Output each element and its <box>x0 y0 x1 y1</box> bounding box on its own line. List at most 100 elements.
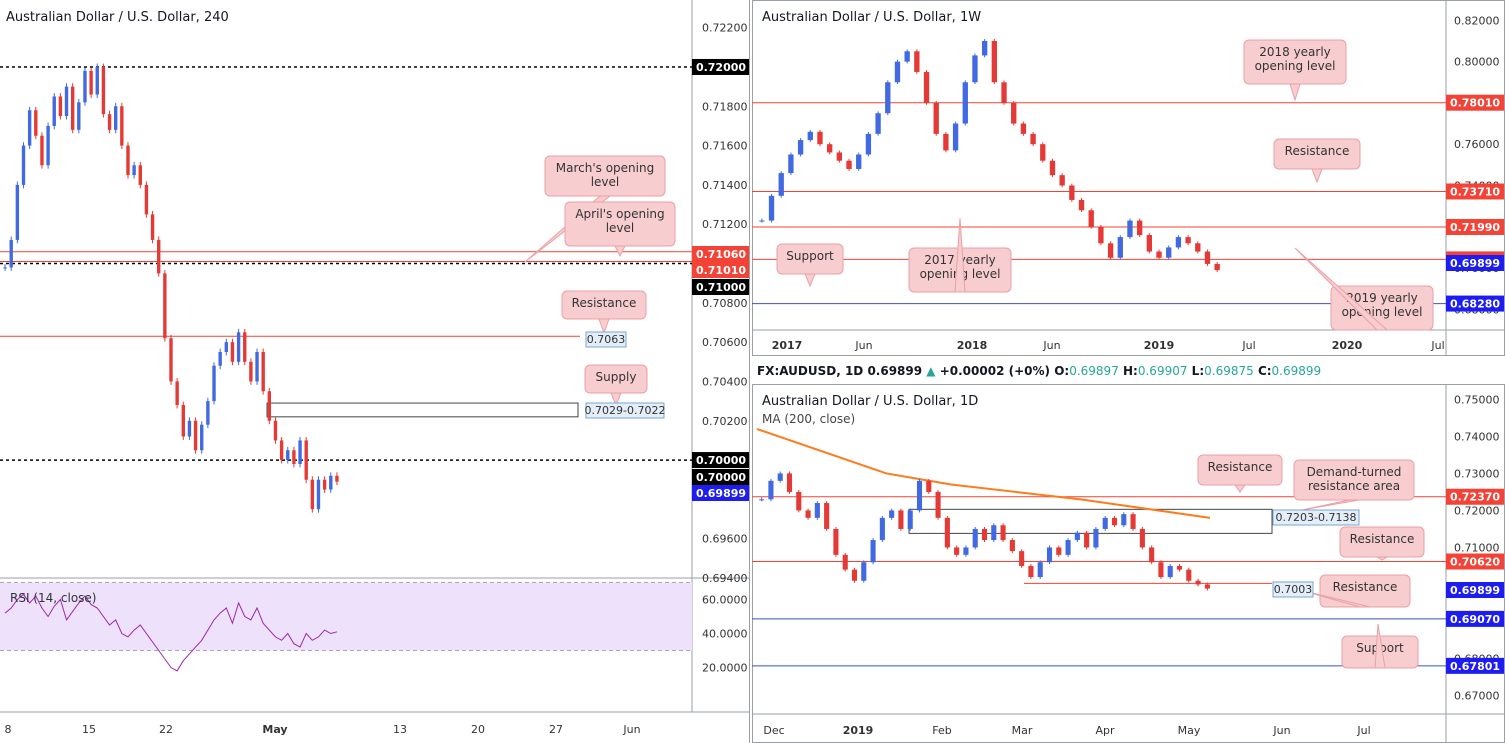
h4-candle <box>52 96 56 126</box>
h4-candle <box>126 145 130 176</box>
h4-candle <box>144 184 149 215</box>
high-value: 0.69907 <box>1137 364 1188 378</box>
w1-callout-support-pointer <box>804 273 816 288</box>
h4-candle <box>34 110 38 136</box>
d1-candle <box>963 547 969 555</box>
d1-box-zone: 0.7203-0.7138 <box>1276 511 1357 524</box>
w1-callout-resistance: Resistance <box>1285 144 1350 158</box>
h4-box-7063-bg <box>585 331 627 348</box>
open-value: 0.69897 <box>1069 364 1119 378</box>
h4-candle <box>150 214 155 240</box>
h4-candle <box>21 145 26 185</box>
w1-chart-title: Australian Dollar / U.S. Dollar, 1W <box>762 10 982 25</box>
h4-callout-april: April's opening <box>575 207 664 221</box>
h4-chart-title: Australian Dollar / U.S. Dollar, 240 <box>6 10 229 25</box>
d1-callout-demand: resistance area <box>1308 479 1400 493</box>
w1-callout-resistance-pointer <box>1311 168 1323 184</box>
d1-candle <box>1093 528 1099 548</box>
w1-candle <box>1001 82 1007 103</box>
h4-candle <box>114 106 118 130</box>
h4-time-tick: 22 <box>159 723 173 736</box>
h4-price-tick: 0.71800 <box>702 100 748 113</box>
w1-candle <box>768 195 775 221</box>
last-price: 0.69899 <box>867 364 923 378</box>
w1-candle <box>1098 226 1104 244</box>
h4-price-tag-bg <box>692 485 749 501</box>
h4-candle <box>224 342 228 352</box>
w1-callout-2019-pointer <box>1294 247 1389 331</box>
w1-price-tag: 0.68280 <box>1450 298 1500 311</box>
d1-time-tick: Dec <box>763 724 784 737</box>
high-label: H: <box>1123 364 1138 378</box>
d1-candle <box>916 480 923 511</box>
h4-price-tag: 0.72000 <box>696 61 746 74</box>
symbol-name: FX:AUDUSD, 1D <box>757 364 864 378</box>
d1-candle <box>1000 525 1006 541</box>
h4-candle <box>83 70 87 103</box>
w1-candle <box>1214 263 1220 271</box>
w1-candle <box>1078 199 1085 211</box>
d1-candle <box>1121 514 1127 526</box>
h4-candle <box>175 381 179 406</box>
h4-candle <box>243 332 247 362</box>
d1-candle <box>1139 528 1145 548</box>
symbol-info-bar: FX:AUDUSD, 1D 0.69899 ▲ +0.00002 (+0%) O… <box>752 356 1505 386</box>
close-value: 0.69899 <box>1271 364 1322 378</box>
h4-time-tick: Jun <box>622 723 640 736</box>
h4-price-tick: 0.70400 <box>702 375 748 388</box>
h4-chart-canvas[interactable]: 0.72200 0.71800 0.71600 0.71400 0.71200 0.708… <box>0 0 749 743</box>
h4-price-tag: 0.69899 <box>696 487 746 500</box>
w1-chart-canvas[interactable]: 0.820000.800000.760000.740000.720000.700… <box>752 0 1505 356</box>
h4-candle <box>292 450 296 464</box>
w1-time-tick: Jun <box>854 339 872 352</box>
up-arrow-icon: ▲ <box>926 364 936 378</box>
d1-callout-demand-pointer <box>1301 499 1360 511</box>
w1-candle <box>1136 220 1143 236</box>
h4-candle <box>3 267 7 269</box>
open-label: O: <box>1054 364 1070 378</box>
h4-candle <box>181 405 185 437</box>
d1-candle <box>1084 532 1090 548</box>
w1-candle <box>1059 175 1065 186</box>
h4-time-tick: 27 <box>549 723 563 736</box>
h4-callout-resistance-pointer <box>598 318 610 335</box>
w1-time-tick: Jun <box>1042 339 1060 352</box>
d1-chart-canvas[interactable]: 0.750000.740000.730000.720000.710000.680… <box>752 384 1505 743</box>
h4-price-tick: 0.70800 <box>702 297 748 310</box>
d1-ma200-line <box>756 428 1211 519</box>
w1-candle <box>875 113 881 134</box>
d1-time-tick: Jul <box>1356 724 1370 737</box>
h4-candle <box>77 102 81 130</box>
w1-candle <box>943 133 949 151</box>
h4-box-supply: 0.7029-0.7022 <box>585 404 666 417</box>
h4-candle <box>15 184 20 240</box>
h4-chart-panel[interactable]: 0.72200 0.71800 0.71600 0.71400 0.71200 0.708… <box>0 0 749 743</box>
w1-callout-2019: 2019 yearly <box>1346 291 1418 305</box>
d1-chart-panel[interactable]: 0.750000.740000.730000.720000.710000.680… <box>752 384 1505 743</box>
low-value: 0.69875 <box>1204 364 1254 378</box>
h4-rsi-line <box>4 593 338 672</box>
d1-price-tick: 0.73000 <box>1454 467 1500 480</box>
d1-candle <box>898 510 904 529</box>
w1-price-tag-bg <box>1446 94 1504 111</box>
h4-price-tick: 0.70600 <box>702 336 748 349</box>
d1-candle <box>1186 569 1192 581</box>
w1-candle <box>962 82 968 124</box>
d1-candle <box>1204 584 1210 589</box>
h4-candle <box>101 66 106 115</box>
w1-price-tag-bg <box>1446 183 1504 200</box>
w1-candle <box>817 131 823 145</box>
w1-chart-panel[interactable]: 0.820000.800000.760000.740000.720000.700… <box>752 0 1505 356</box>
d1-candle <box>889 510 895 518</box>
h4-price-tag: 0.71010 <box>696 264 746 277</box>
w1-price-tag: 0.78010 <box>1450 97 1500 110</box>
h4-time-tick: 20 <box>471 723 485 736</box>
h4-candle <box>249 361 253 382</box>
h4-candle <box>107 114 112 130</box>
d1-candle <box>1028 565 1034 578</box>
h4-price-tick: 0.71200 <box>702 218 748 231</box>
h4-callout-supply-pointer <box>610 392 622 407</box>
d1-candle <box>1158 562 1164 578</box>
d1-candle <box>786 473 793 492</box>
d1-candle <box>805 510 811 518</box>
